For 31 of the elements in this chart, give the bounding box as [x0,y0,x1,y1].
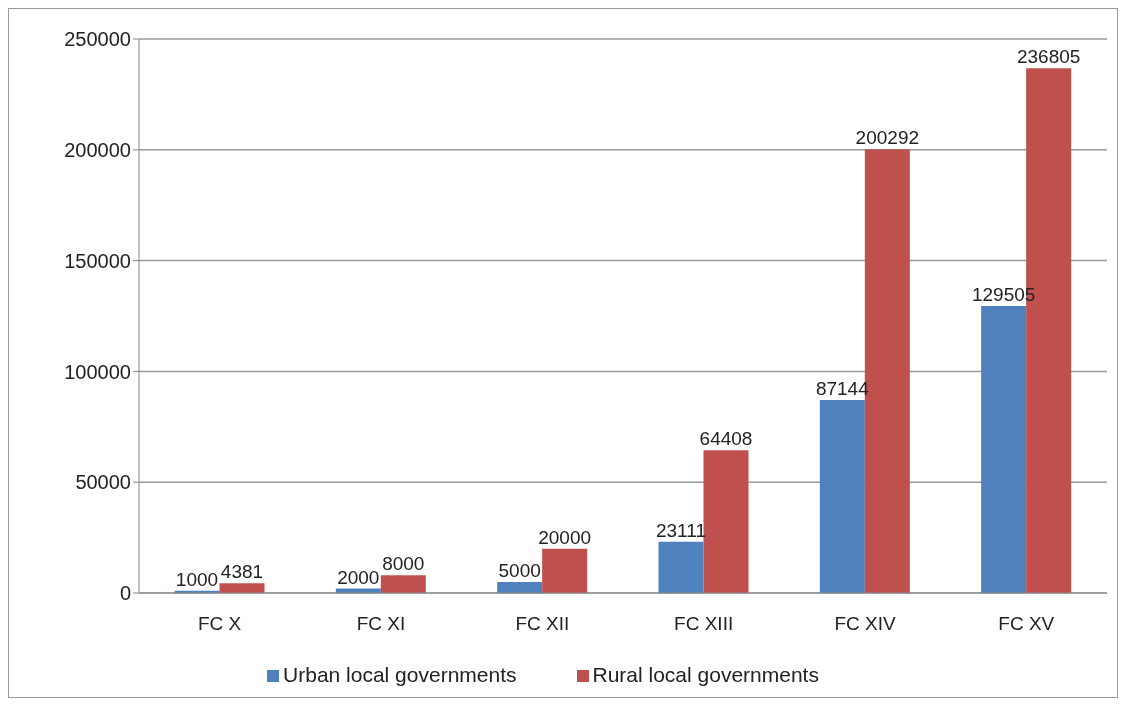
data-label: 64408 [699,428,753,450]
y-tick-label: 100000 [64,360,131,383]
data-label: 5000 [498,559,541,581]
data-label: 236805 [1016,46,1081,68]
bar [497,581,543,593]
x-tick-label: FC XII [515,613,570,635]
data-label: 1000 [175,568,219,590]
data-label: 200292 [855,127,920,149]
bar [380,575,426,593]
y-tick-label: 200000 [64,138,131,161]
y-tick-label: 0 [119,582,131,605]
bar [819,399,865,593]
x-tick-label: FC X [198,613,242,635]
x-tick-label: FC XIV [834,613,896,635]
legend-label: Urban local governments [283,663,517,686]
y-tick-label: 50000 [75,471,131,494]
data-label: 8000 [382,553,425,575]
bar [542,548,588,593]
bar [658,541,704,593]
bar [981,306,1027,593]
data-label: 4381 [220,561,264,583]
data-label: 20000 [538,526,592,548]
legend-label: Rural local governments [592,663,819,686]
y-tick-label: 250000 [64,28,131,51]
y-tick-label: 150000 [64,249,131,272]
bar [703,450,749,593]
bar [219,583,265,593]
x-tick-label: FC XI [356,613,406,635]
data-label: 2000 [337,566,380,588]
x-tick-label: FC XIII [674,613,734,635]
x-tick-label: FC XV [998,613,1055,635]
